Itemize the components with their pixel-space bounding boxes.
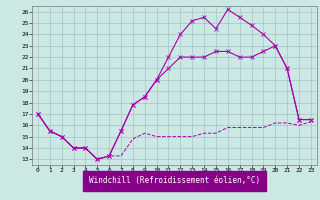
X-axis label: Windchill (Refroidissement éolien,°C): Windchill (Refroidissement éolien,°C) — [89, 176, 260, 185]
